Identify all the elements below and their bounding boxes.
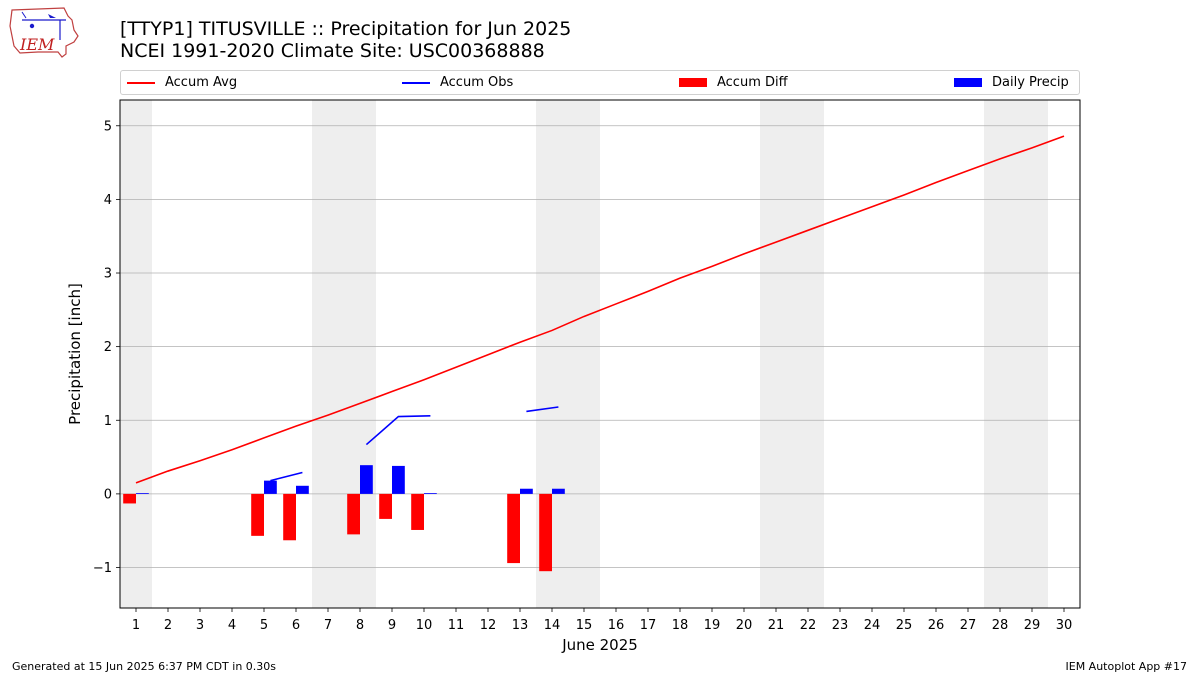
weekend-shade-day-21 [760,100,792,608]
x-tick-label-10: 10 [416,618,433,633]
x-tick-label-22: 22 [800,618,817,633]
accum-avg-line [135,135,1065,484]
x-tick-label-17: 17 [640,618,657,633]
daily-precip-bar-day-10 [424,493,437,494]
daily-precip-bar-day-14 [552,488,565,494]
x-tick-label-12: 12 [480,618,497,633]
x-tick-label-5: 5 [260,618,268,633]
accum-diff-bar-day-5 [251,493,264,536]
daily-precip-bar-day-9 [392,465,405,494]
legend-item-accum-avg: Accum Avg [127,75,237,90]
weekend-shade-day-1 [120,100,152,608]
weekend-shade-day-29 [1016,100,1048,608]
y-tick-label-3: 2 [104,340,112,355]
x-tick-label-9: 9 [388,618,396,633]
x-tick-label-15: 15 [576,618,593,633]
y-tick-label-0: −1 [93,561,112,576]
x-tick-label-19: 19 [704,618,721,633]
legend-swatch-accum-diff [679,78,707,87]
legend-swatch-accum-avg [127,81,155,84]
daily-precip-bar-day-6 [296,485,309,494]
x-tick-label-4: 4 [228,618,236,633]
generated-footer: Generated at 15 Jun 2025 6:37 PM CDT in … [12,660,277,673]
chart-subtitle: NCEI 1991-2020 Climate Site: USC00368888 [120,40,545,62]
x-axis-label: June 2025 [561,636,638,654]
x-tick-label-7: 7 [324,618,332,633]
app-footer: IEM Autoplot App #17 [1065,660,1188,673]
weekend-shade-day-15 [568,100,600,608]
legend-item-accum-diff: Accum Diff [679,75,788,90]
x-tick-label-26: 26 [928,618,945,633]
x-tick-label-30: 30 [1056,618,1073,633]
x-tick-label-18: 18 [672,618,689,633]
daily-precip-bar-day-13 [520,488,533,494]
x-tick-label-11: 11 [448,618,465,633]
x-tick-label-6: 6 [292,618,300,633]
daily-precip-bar-day-8 [360,465,373,494]
y-tick-label-5: 4 [104,193,112,208]
y-tick-label-2: 1 [104,414,112,429]
y-tick-label-6: 5 [104,119,112,134]
x-tick-label-8: 8 [356,618,364,633]
plot-frame [119,99,1081,609]
chart-legend: Accum Avg Accum Obs Accum Diff Daily Pre… [120,70,1080,95]
x-tick-label-21: 21 [768,618,785,633]
accum-obs-line-segment-1 [365,415,431,446]
x-tick-label-16: 16 [608,618,625,633]
legend-swatch-daily-precip [954,78,982,87]
accum-diff-bar-day-8 [347,493,360,535]
chart-title: [TTYP1] TITUSVILLE :: Precipitation for … [120,18,572,40]
legend-label-daily-precip: Daily Precip [992,75,1069,90]
legend-label-accum-avg: Accum Avg [165,75,238,90]
x-tick-label-25: 25 [896,618,913,633]
x-tick-label-3: 3 [196,618,204,633]
accum-diff-bar-day-10 [411,493,424,530]
x-tick-label-27: 27 [960,618,977,633]
iem-logo: IEM [9,7,79,58]
legend-item-daily-precip: Daily Precip [954,75,1069,90]
x-tick-label-2: 2 [164,618,172,633]
y-axis-label: Precipitation [inch] [66,283,84,425]
weekend-shade-day-7 [312,100,344,608]
x-tick-label-20: 20 [736,618,753,633]
accum-obs-line-segment-2 [526,406,559,413]
logo-text: IEM [19,35,55,54]
weekend-shade-day-28 [984,100,1016,608]
x-tick-label-23: 23 [832,618,849,633]
x-tick-label-13: 13 [512,618,529,633]
legend-label-accum-diff: Accum Diff [717,75,788,90]
legend-item-accum-obs: Accum Obs [402,75,513,90]
x-tick-label-28: 28 [992,618,1009,633]
x-tick-label-1: 1 [132,618,140,633]
accum-diff-bar-day-9 [379,493,392,519]
daily-precip-bar-day-1 [136,493,149,494]
daily-precip-bar-day-5 [264,480,277,494]
x-tick-label-29: 29 [1024,618,1041,633]
accum-diff-bar-day-14 [539,493,552,572]
x-tick-label-24: 24 [864,618,881,633]
weekend-shade-day-22 [792,100,824,608]
accum-diff-bar-day-1 [123,493,136,504]
accum-obs-line-segment-0 [270,471,303,482]
accum-diff-bar-day-13 [507,493,520,564]
y-tick-label-4: 3 [104,267,112,282]
legend-label-accum-obs: Accum Obs [440,75,514,90]
legend-swatch-accum-obs [402,81,430,84]
x-tick-label-14: 14 [544,618,561,633]
accum-diff-bar-day-6 [283,493,296,541]
y-tick-label-1: 0 [104,487,112,502]
